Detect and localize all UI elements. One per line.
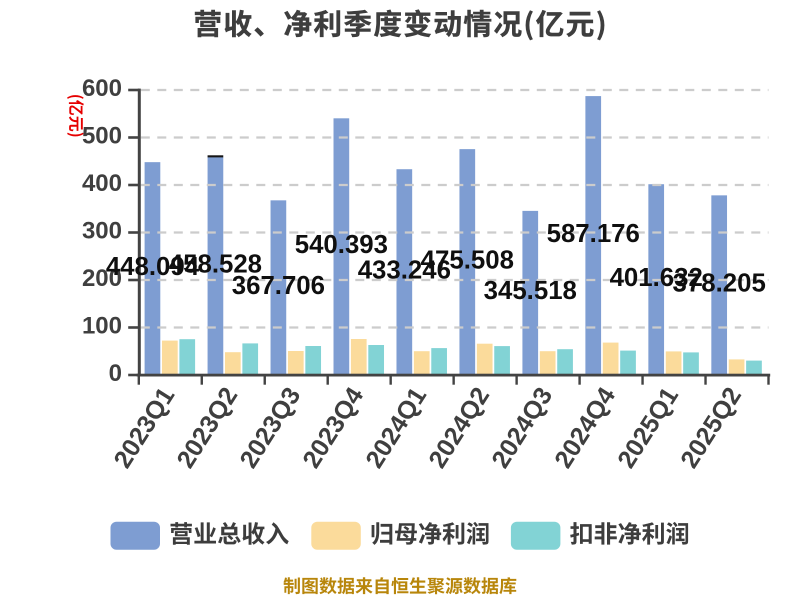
svg-text:458.528: 458.528	[169, 250, 262, 278]
svg-text:300: 300	[82, 217, 122, 244]
svg-text:433.246: 433.246	[358, 256, 451, 284]
svg-text:0: 0	[109, 360, 122, 387]
svg-text:401.632: 401.632	[610, 264, 703, 292]
svg-text:100: 100	[82, 312, 122, 339]
svg-text:378.205: 378.205	[673, 269, 766, 297]
svg-text:540.393: 540.393	[295, 231, 388, 259]
svg-text:367.706: 367.706	[232, 272, 325, 300]
svg-text:475.508: 475.508	[421, 246, 514, 274]
svg-text:500: 500	[82, 122, 122, 149]
svg-text:400: 400	[82, 170, 122, 197]
svg-text:600: 600	[82, 75, 122, 102]
svg-text:200: 200	[82, 265, 122, 292]
svg-text:448.094: 448.094	[106, 253, 200, 281]
svg-text:587.176: 587.176	[547, 220, 640, 248]
svg-text:345.518: 345.518	[484, 277, 577, 305]
